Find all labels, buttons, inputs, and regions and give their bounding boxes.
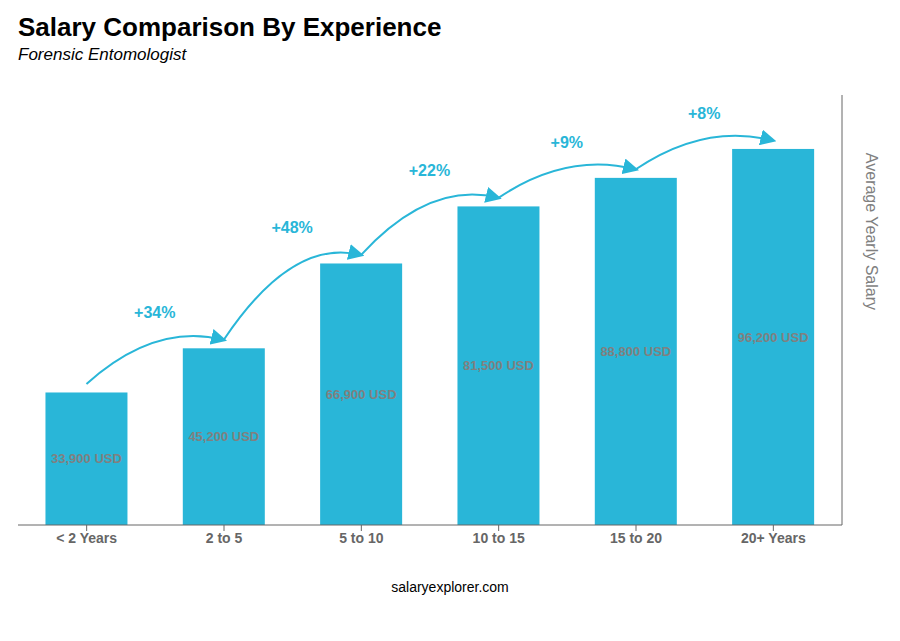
svg-text:5 to 10: 5 to 10: [339, 530, 384, 546]
svg-text:+48%: +48%: [271, 219, 312, 236]
svg-text:96,200 USD: 96,200 USD: [738, 330, 809, 345]
svg-text:10 to 15: 10 to 15: [473, 530, 525, 546]
svg-text:+8%: +8%: [688, 105, 720, 122]
svg-text:15 to 20: 15 to 20: [610, 530, 662, 546]
svg-text:+9%: +9%: [551, 134, 583, 151]
svg-text:< 2 Years: < 2 Years: [56, 530, 117, 546]
html-text:Forensic Entomologist: Forensic Entomologist: [18, 45, 187, 64]
svg-text:Average Yearly Salary: Average Yearly Salary: [863, 153, 880, 310]
html-text:salaryexplorer.com: salaryexplorer.com: [391, 579, 509, 595]
svg-text:+22%: +22%: [409, 162, 450, 179]
svg-text:+34%: +34%: [134, 304, 175, 321]
svg-text:20+ Years: 20+ Years: [741, 530, 806, 546]
svg-text:81,500 USD: 81,500 USD: [463, 358, 534, 373]
svg-text:88,800 USD: 88,800 USD: [600, 344, 671, 359]
html-text:Salary Comparison By Experienc: Salary Comparison By Experience: [18, 12, 442, 42]
svg-text:45,200 USD: 45,200 USD: [188, 429, 259, 444]
svg-text:66,900 USD: 66,900 USD: [326, 387, 397, 402]
svg-text:33,900 USD: 33,900 USD: [51, 451, 122, 466]
svg-text:2 to 5: 2 to 5: [206, 530, 243, 546]
